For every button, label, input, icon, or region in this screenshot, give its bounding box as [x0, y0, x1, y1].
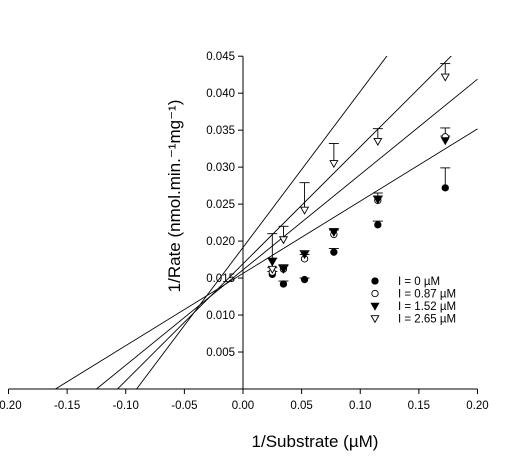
data-point [330, 248, 338, 256]
data-point [278, 265, 289, 274]
fit-line [135, 56, 388, 390]
legend: I = 0 µMI = 0.87 µMI = 1.52 µMI = 2.65 µ… [370, 276, 456, 326]
y-tick-label: 0.015 [206, 273, 235, 285]
fit-line [117, 56, 452, 390]
data-point [299, 251, 310, 260]
fit-line [96, 78, 478, 390]
data-point [370, 302, 380, 311]
x-tick-label: 0.00 [232, 400, 254, 412]
data-point [279, 280, 288, 288]
error-bars [267, 63, 451, 284]
y-tick-label: 0.045 [206, 51, 235, 63]
fit-line [55, 128, 478, 390]
y-tick-label: 0.010 [206, 310, 235, 322]
data-point [374, 221, 382, 229]
data-point [373, 137, 383, 146]
data-points [267, 73, 450, 288]
x-tick-label: -0.05 [171, 400, 197, 412]
legend-label: I = 2.65 µM [398, 314, 456, 326]
legend-label: I = 1.52 µM [398, 301, 456, 313]
data-point [440, 73, 450, 82]
x-tick-label: -0.10 [113, 400, 139, 412]
data-point [329, 228, 339, 237]
data-point [329, 160, 339, 169]
y-tick-label: 0.040 [206, 88, 235, 100]
data-point [373, 196, 383, 205]
data-point [371, 289, 379, 298]
y-tick-label: 0.035 [206, 125, 235, 137]
y-tick-label: 0.030 [206, 162, 235, 174]
y-tick-label: 0.020 [206, 236, 235, 248]
y-tick-label: 0.005 [206, 347, 235, 359]
x-tick-label: 0.15 [408, 400, 430, 412]
x-tick-label: 0.10 [349, 400, 371, 412]
data-point [267, 265, 277, 274]
x-axis-title: 1/Substrate (µM) [252, 432, 379, 451]
data-point [300, 275, 309, 284]
x-tick-label: 0.20 [466, 400, 488, 412]
y-axis-title: 1/Rate (nmol.min.⁻¹mg⁻¹) [165, 100, 184, 293]
data-point [370, 315, 380, 324]
x-tick-label: -0.15 [54, 400, 80, 412]
x-tick-label: -0.20 [0, 400, 22, 412]
axes: -0.20 -0.15 -0.10 -0.05 0.00 0.05 0.10 0.15 0.20… [0, 51, 489, 412]
legend-label: I = 0 µM [398, 276, 440, 288]
x-tick-label: 0.05 [290, 400, 312, 412]
data-point [441, 184, 449, 192]
data-point [299, 206, 310, 215]
fit-lines [55, 56, 478, 390]
data-point [440, 137, 450, 146]
data-point [278, 236, 289, 245]
data-point [371, 277, 379, 285]
y-tick-label: 0.025 [206, 199, 235, 211]
legend-label: I = 0.87 µM [398, 289, 456, 301]
data-point [267, 258, 277, 267]
